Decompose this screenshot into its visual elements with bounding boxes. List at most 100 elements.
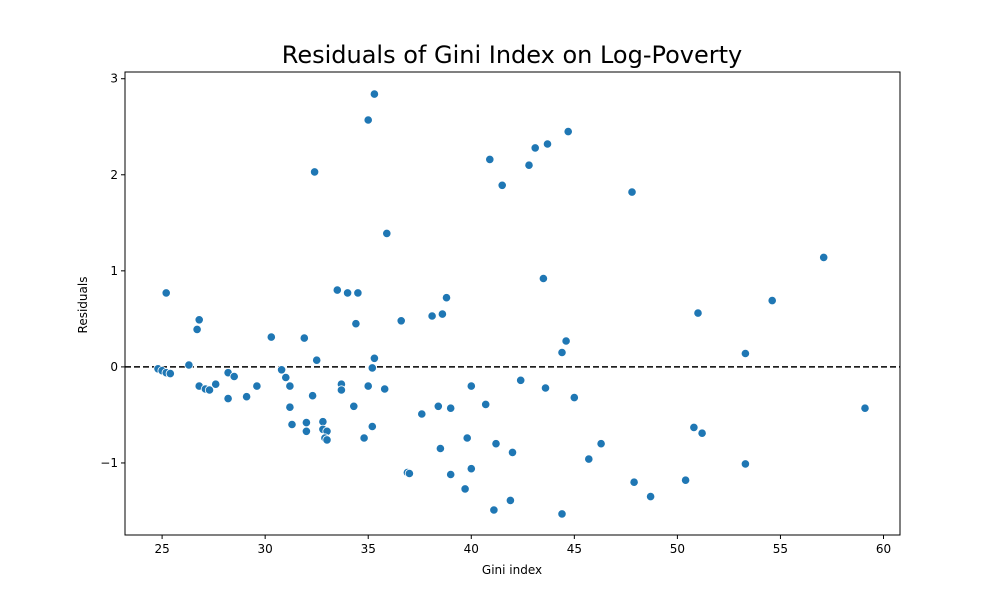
data-point xyxy=(229,371,239,382)
data-point xyxy=(819,252,829,262)
data-point xyxy=(359,433,369,443)
data-point xyxy=(557,347,567,358)
data-point xyxy=(627,187,637,197)
data-point xyxy=(252,381,262,391)
data-point xyxy=(367,363,377,373)
axes-frame xyxy=(124,71,901,536)
data-point xyxy=(689,422,699,432)
data-point xyxy=(318,417,328,427)
data-point xyxy=(497,180,507,190)
data-point xyxy=(505,495,515,505)
data-point xyxy=(563,127,573,137)
data-point xyxy=(165,368,175,379)
x-tick-label: 45 xyxy=(567,542,582,556)
data-point xyxy=(427,311,437,321)
data-point xyxy=(266,332,276,342)
data-point xyxy=(481,399,491,409)
x-tick-label: 50 xyxy=(670,542,685,556)
data-point xyxy=(645,491,656,502)
data-point xyxy=(860,403,870,413)
data-point xyxy=(194,315,204,325)
data-point xyxy=(538,273,549,284)
data-point xyxy=(417,409,427,419)
data-point xyxy=(489,505,499,515)
data-point xyxy=(441,293,452,303)
data-point xyxy=(353,288,363,298)
y-tick-label: 2 xyxy=(110,168,118,182)
data-point xyxy=(740,348,751,359)
data-point xyxy=(561,336,571,346)
data-point xyxy=(285,381,295,391)
data-point xyxy=(446,403,456,413)
data-point xyxy=(767,295,777,306)
x-axis-ticks: 25 30 35 40 45 50 55 60 xyxy=(154,535,891,556)
chart-title: Residuals of Gini Index on Log-Poverty xyxy=(282,41,743,69)
data-point xyxy=(433,401,443,411)
data-point xyxy=(466,464,476,474)
data-point xyxy=(369,89,379,99)
data-point xyxy=(462,433,472,443)
data-point xyxy=(697,428,707,438)
data-point xyxy=(382,228,392,238)
data-point xyxy=(349,401,359,411)
data-point xyxy=(542,139,553,149)
data-point xyxy=(584,454,594,464)
data-point xyxy=(629,477,639,487)
y-tick-label: 1 xyxy=(110,264,118,278)
data-point xyxy=(307,391,318,401)
data-point xyxy=(569,392,579,403)
data-point xyxy=(192,324,202,334)
data-point xyxy=(301,426,311,436)
y-tick-label: 0 xyxy=(110,360,118,374)
data-point xyxy=(367,421,377,432)
data-point xyxy=(437,309,447,319)
y-axis-ticks: −1 0 1 2 3 xyxy=(100,72,125,470)
x-tick-label: 55 xyxy=(773,542,788,556)
data-point xyxy=(530,143,540,153)
data-point xyxy=(301,417,311,428)
data-point xyxy=(435,443,445,454)
x-tick-label: 35 xyxy=(361,542,376,556)
data-point xyxy=(460,484,470,494)
plot-area xyxy=(124,71,901,536)
data-point xyxy=(332,285,342,295)
data-point xyxy=(740,459,751,469)
y-tick-label: 3 xyxy=(110,72,118,86)
data-point xyxy=(491,439,501,449)
data-point xyxy=(242,392,252,402)
data-point xyxy=(351,319,361,329)
data-point xyxy=(285,402,295,412)
data-point xyxy=(363,381,373,391)
data-point xyxy=(369,353,379,363)
data-point xyxy=(184,360,194,370)
data-point xyxy=(363,115,373,125)
data-point xyxy=(336,385,346,395)
data-point xyxy=(524,160,534,170)
data-point xyxy=(380,384,390,394)
x-tick-label: 40 xyxy=(464,542,479,556)
data-point xyxy=(404,468,414,479)
data-point xyxy=(596,439,606,449)
data-point xyxy=(276,365,287,375)
data-point xyxy=(446,469,456,480)
data-point xyxy=(204,385,215,395)
data-point xyxy=(299,333,309,343)
data-points xyxy=(153,89,870,519)
data-point xyxy=(309,167,320,177)
data-point xyxy=(287,419,297,430)
data-point xyxy=(693,308,703,318)
data-point xyxy=(223,393,233,404)
data-point xyxy=(211,379,221,389)
data-point xyxy=(312,355,322,365)
y-tick-label: −1 xyxy=(100,456,118,470)
data-point xyxy=(322,435,332,445)
data-point xyxy=(281,372,291,383)
data-point xyxy=(516,375,526,385)
data-point xyxy=(466,381,476,391)
data-point xyxy=(680,475,691,485)
x-axis-label: Gini index xyxy=(482,563,542,577)
data-point xyxy=(540,383,551,393)
data-point xyxy=(161,288,171,298)
data-point xyxy=(557,509,567,519)
